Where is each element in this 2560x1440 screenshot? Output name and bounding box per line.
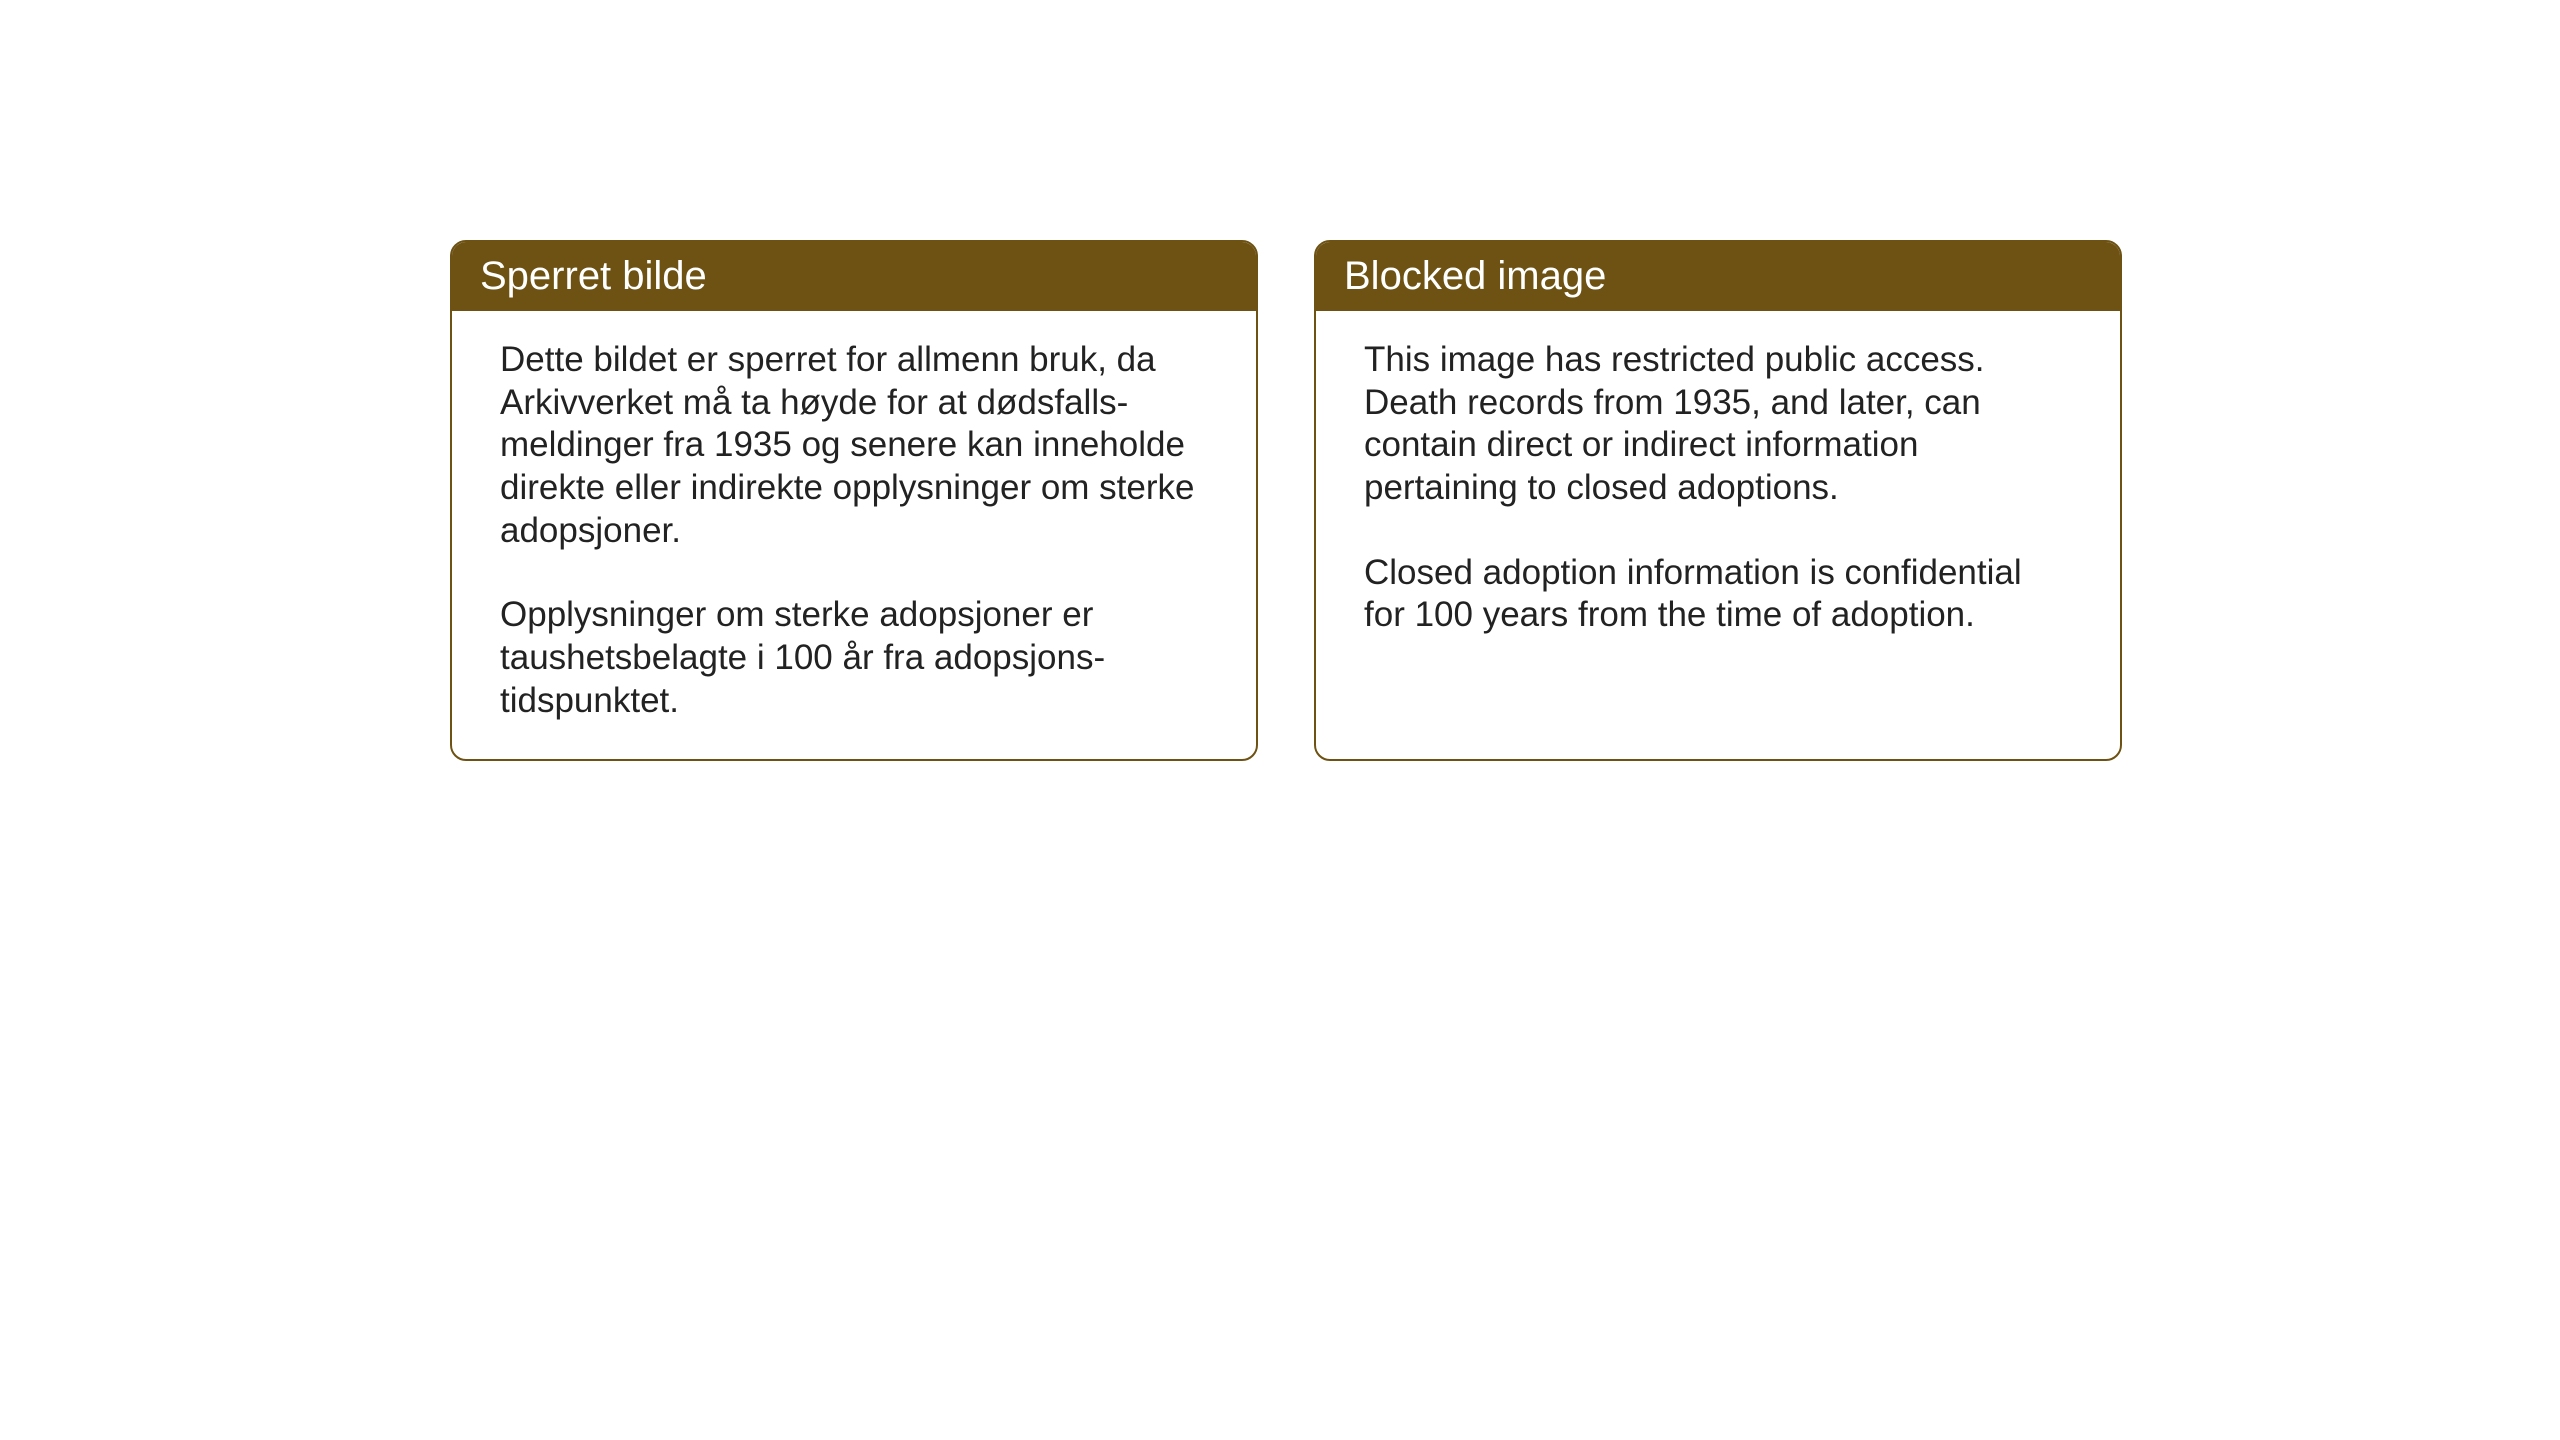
card-paragraph: Opplysninger om sterke adopsjoner er tau…: [500, 594, 1208, 722]
card-header-norwegian: Sperret bilde: [452, 242, 1256, 311]
card-paragraph: Closed adoption information is confident…: [1364, 552, 2072, 637]
card-title: Sperret bilde: [480, 254, 707, 298]
card-header-english: Blocked image: [1316, 242, 2120, 311]
card-title: Blocked image: [1344, 254, 1606, 298]
card-paragraph: Dette bildet er sperret for allmenn bruk…: [500, 339, 1208, 552]
card-body-norwegian: Dette bildet er sperret for allmenn bruk…: [452, 311, 1256, 759]
card-paragraph: This image has restricted public access.…: [1364, 339, 2072, 510]
notice-cards-container: Sperret bilde Dette bildet er sperret fo…: [450, 240, 2122, 761]
notice-card-english: Blocked image This image has restricted …: [1314, 240, 2122, 761]
card-body-english: This image has restricted public access.…: [1316, 311, 2120, 751]
notice-card-norwegian: Sperret bilde Dette bildet er sperret fo…: [450, 240, 1258, 761]
